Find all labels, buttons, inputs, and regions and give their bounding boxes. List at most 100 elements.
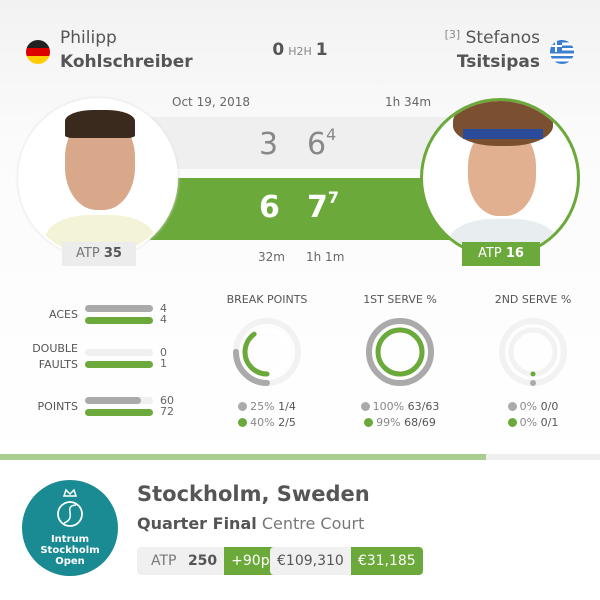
category-label: ATP	[151, 553, 177, 569]
p2-stat-bar	[85, 409, 153, 416]
stat-label: ACES	[49, 308, 78, 321]
germany-flag-icon	[26, 40, 50, 64]
pct: 25%	[250, 400, 275, 413]
green-dot-icon	[238, 418, 248, 427]
p2-arc	[375, 327, 425, 377]
prize-total: €109,310	[270, 547, 351, 575]
stat-label: DOUBLE FAULTS	[32, 342, 78, 371]
p1-stat-bar	[85, 397, 153, 404]
greece-flag-icon	[550, 40, 574, 64]
h2h-record[interactable]: 0 H2H 1	[250, 40, 350, 60]
p1-legend: 25% 1/4	[202, 400, 332, 413]
player1-rank-badge: ATP 35	[62, 242, 136, 266]
p1-legend: 100% 63/63	[335, 400, 465, 413]
donut-title: BREAK POINTS	[226, 293, 308, 306]
p1-arc	[366, 318, 434, 386]
p1-arc	[499, 318, 567, 386]
pct: 99%	[376, 416, 401, 429]
val: 63/63	[407, 400, 440, 413]
p1-stat-bar	[85, 305, 153, 312]
match-date: Oct 19, 2018	[172, 95, 250, 109]
round: Quarter Final	[137, 514, 257, 533]
player2-seed: [3]	[444, 28, 461, 41]
p1-tiebreak: 4	[326, 125, 337, 144]
prize-pill: €109,310 €31,185	[270, 547, 423, 575]
p1-set2: 64	[307, 125, 337, 162]
match-progress-bar	[0, 454, 600, 460]
p1-stat-bar	[85, 349, 153, 356]
player2-first-name[interactable]: [3] Stefanos	[445, 28, 540, 48]
round-court: Quarter Final Centre Court	[137, 514, 364, 533]
player1-score-row	[150, 117, 450, 169]
match-duration: 1h 34m	[385, 95, 432, 109]
val: 68/69	[404, 416, 436, 429]
p2-set1: 6	[259, 190, 280, 225]
court: Centre Court	[261, 514, 365, 533]
p1-stat-value: 0	[160, 346, 167, 359]
p1-set2-games: 6	[307, 127, 327, 162]
p1-stat-value: 4	[160, 302, 167, 315]
donut-chart[interactable]	[364, 316, 436, 388]
points-won: +90p	[224, 547, 277, 575]
val: 2/5	[278, 416, 296, 429]
logo-line: Open	[55, 556, 85, 567]
val: 0/0	[540, 400, 559, 413]
p2-stat-bar	[85, 317, 153, 324]
p2-stat-value: 1	[160, 357, 167, 370]
p2-legend: 0% 0/1	[468, 416, 598, 429]
gray-dot-icon	[507, 402, 517, 411]
donut-chart[interactable]	[231, 316, 303, 388]
logo-text: Intrum Stockholm Open	[22, 534, 118, 567]
donut-title: 1ST SERVE %	[363, 293, 437, 306]
set2-duration: 1h 1m	[306, 250, 345, 264]
val: 0/1	[540, 416, 559, 429]
h2h-label: H2H	[288, 45, 312, 58]
h2h-right: 1	[315, 40, 328, 60]
gray-dot-icon	[360, 402, 370, 411]
p2-stat-bar	[85, 361, 153, 368]
player2-rank-badge: ATP 16	[462, 242, 540, 266]
prize-won: €31,185	[350, 547, 423, 575]
player2-photo[interactable]	[420, 98, 580, 258]
green-dot-icon	[364, 418, 374, 427]
logo-line: Stockholm	[40, 545, 100, 556]
rank-value: 16	[505, 246, 524, 261]
stat-label: POINTS	[37, 400, 78, 413]
p2-set2: 77	[307, 188, 339, 225]
crown-ball-icon	[57, 488, 83, 527]
p2-stat-value: 72	[160, 405, 174, 418]
set1-duration: 32m	[258, 250, 285, 264]
rank-label: ATP	[478, 246, 502, 261]
p2-legend: 99% 68/69	[335, 416, 465, 429]
player1-first-name[interactable]: Philipp	[60, 28, 117, 48]
rank-label: ATP	[76, 246, 100, 261]
player1-last-name[interactable]: Kohlschreiber	[60, 52, 193, 72]
h2h-left: 0	[272, 40, 285, 60]
p2-stat-value: 4	[160, 313, 167, 326]
player2-score-row	[150, 178, 462, 240]
green-dot-icon	[507, 418, 517, 427]
tournament-city[interactable]: Stockholm, Sweden	[137, 482, 370, 506]
p1-stat-value: 60	[160, 394, 174, 407]
pct: 0%	[519, 400, 538, 413]
donut-chart[interactable]	[497, 316, 569, 388]
donut-title: 2ND SERVE %	[494, 293, 572, 306]
p2-set2-games: 7	[307, 190, 328, 225]
gray-dot-icon	[238, 402, 248, 411]
tournament-logo[interactable]: Intrum Stockholm Open	[22, 480, 118, 576]
p1-set1: 3	[259, 127, 279, 162]
p2-arc	[508, 327, 558, 377]
category-value: 250	[187, 553, 218, 569]
pct: 0%	[519, 416, 538, 429]
rank-value: 35	[103, 246, 122, 261]
p2-arc	[242, 327, 292, 377]
logo-line: Intrum	[50, 534, 90, 545]
pct: 40%	[250, 416, 275, 429]
player2-last-name[interactable]: Tsitsipas	[456, 52, 540, 72]
player1-photo[interactable]	[18, 98, 178, 258]
pct: 100%	[372, 400, 405, 413]
player2-first: Stefanos	[465, 28, 540, 48]
p1-arc	[233, 318, 301, 386]
category-pill: ATP 250 +90p	[137, 547, 277, 575]
p1-legend: 0% 0/0	[468, 400, 598, 413]
